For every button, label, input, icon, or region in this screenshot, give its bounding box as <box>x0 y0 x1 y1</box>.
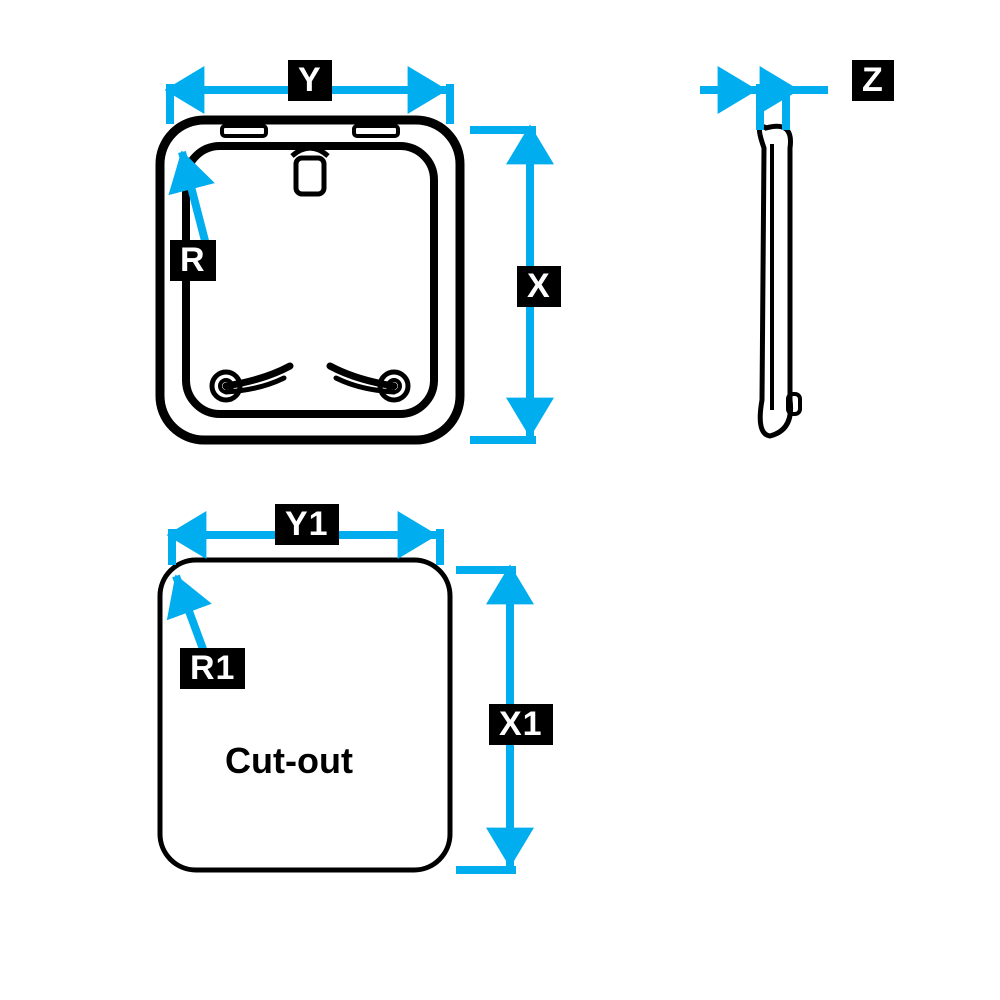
dim-label-z: Z <box>852 60 894 101</box>
dim-label-y: Y <box>288 60 332 101</box>
diagram-canvas: Y X Z R Y1 X1 R1 Cut-out <box>0 0 1000 1000</box>
dim-label-x1: X1 <box>489 704 553 745</box>
cutout-label: Cut-out <box>225 740 353 782</box>
dim-label-y1: Y1 <box>275 504 339 545</box>
dim-label-r1: R1 <box>180 648 245 689</box>
dim-label-x: X <box>517 266 561 307</box>
diagram-svg <box>0 0 1000 1000</box>
dim-label-r: R <box>170 240 216 281</box>
